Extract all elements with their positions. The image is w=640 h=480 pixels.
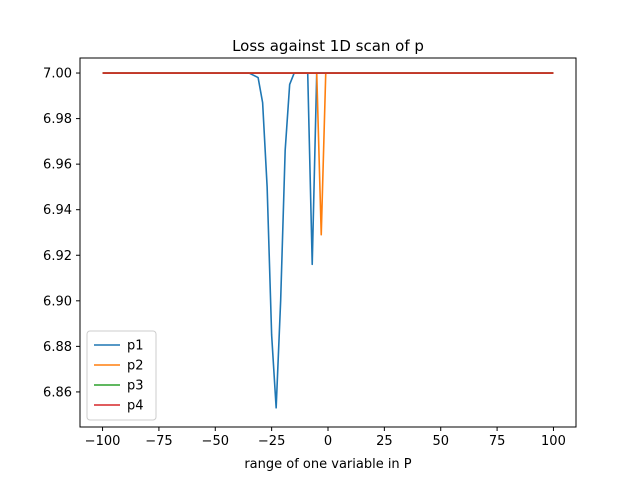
y-axis-ticks: 6.86 6.88 6.90 6.92 6.94 6.96 6.98 7.00 (43, 67, 80, 400)
legend-label: p1 (127, 339, 144, 354)
x-tick-label: 100 (541, 434, 566, 449)
y-tick-label: 6.94 (43, 203, 72, 218)
x-tick-label: 0 (324, 434, 332, 449)
legend-label: p4 (127, 399, 144, 414)
legend: p1 p2 p3 p4 (86, 330, 157, 421)
legend-label: p2 (127, 359, 144, 374)
x-tick-label: 50 (432, 434, 449, 449)
chart-title: Loss against 1D scan of p (232, 37, 424, 55)
y-tick-label: 6.86 (43, 385, 72, 400)
y-tick-label: 6.90 (43, 294, 72, 309)
x-tick-label: 25 (376, 434, 393, 449)
x-axis-ticks: −100 −75 −50 −25 0 25 50 75 100 (85, 427, 566, 449)
series-layer (102, 72, 554, 409)
y-tick-label: 6.92 (43, 249, 72, 264)
x-axis-label: range of one variable in P (244, 457, 411, 472)
series-line-p1 (102, 72, 554, 409)
x-tick-label: −75 (145, 434, 172, 449)
legend-label: p3 (127, 379, 144, 394)
y-tick-label: 6.88 (43, 340, 72, 355)
x-tick-label: −50 (202, 434, 229, 449)
legend-box (86, 330, 157, 421)
x-tick-label: 75 (489, 434, 506, 449)
y-tick-label: 6.96 (43, 158, 72, 173)
x-tick-label: −100 (85, 434, 121, 449)
series-line-p2 (102, 72, 554, 236)
y-tick-label: 7.00 (43, 67, 72, 82)
y-tick-label: 6.98 (43, 112, 72, 127)
x-tick-label: −25 (258, 434, 285, 449)
